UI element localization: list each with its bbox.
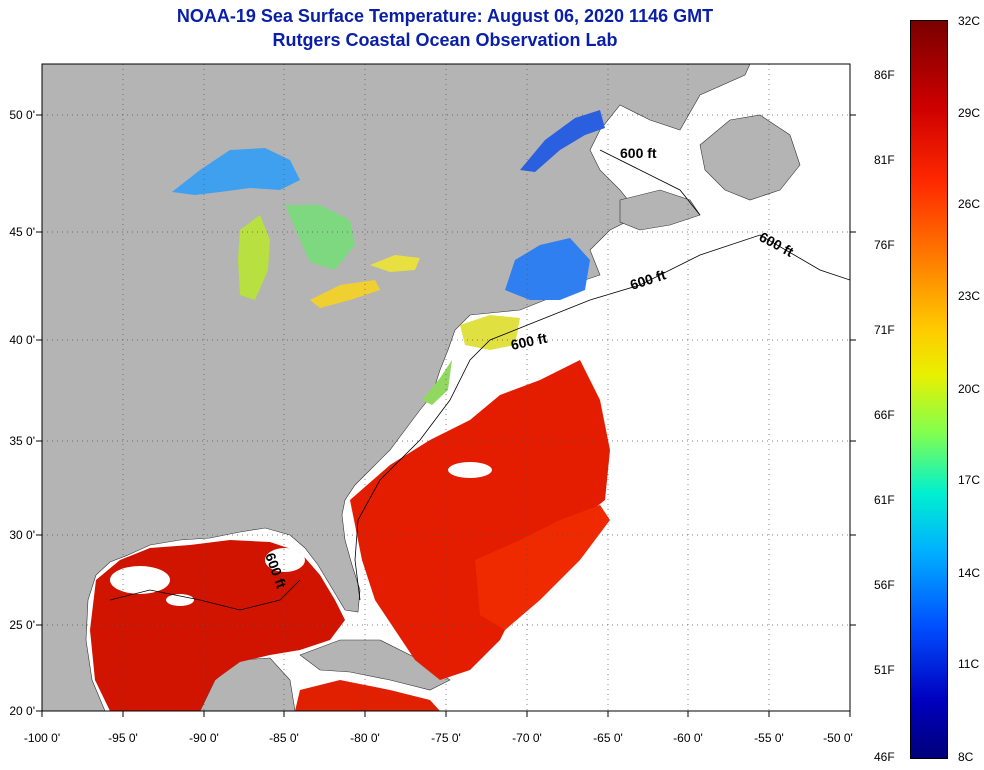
gulf-of-maine-cold bbox=[505, 238, 590, 300]
axis-ticks bbox=[36, 114, 856, 717]
lat-label: 35 0' bbox=[9, 434, 35, 448]
depth-contour-600ft bbox=[109, 579, 301, 611]
temperature-colorbar bbox=[910, 20, 948, 759]
lon-label: -90 0' bbox=[189, 731, 219, 745]
colorbar-c-label: 11C bbox=[958, 657, 980, 671]
colorbar-f-label: 66F bbox=[874, 408, 895, 422]
colorbar-c-label: 23C bbox=[958, 289, 981, 303]
cloud-gap bbox=[110, 566, 170, 594]
land-cuba bbox=[299, 639, 451, 691]
colorbar-c-label: 32C bbox=[958, 14, 981, 28]
colorbar-c-label: 29C bbox=[958, 106, 981, 120]
contour-label: 600 ft bbox=[620, 145, 657, 161]
lon-label: -100 0' bbox=[24, 731, 60, 745]
colorbar-f-label: 56F bbox=[874, 578, 895, 592]
colorbar-f-label: 51F bbox=[874, 663, 895, 677]
colorbar-c-label: 26C bbox=[958, 197, 981, 211]
colorbar-f-label: 71F bbox=[874, 323, 895, 337]
colorbar-c-label: 17C bbox=[958, 473, 981, 487]
land-newfoundland bbox=[699, 114, 801, 201]
warm-atlantic bbox=[350, 360, 610, 680]
map-title: NOAA-19 Sea Surface Temperature: August … bbox=[176, 6, 714, 26]
cloud-gap bbox=[448, 462, 492, 478]
lon-label: -55 0' bbox=[754, 731, 784, 745]
map-subtitle: Rutgers Coastal Ocean Observation Lab bbox=[272, 30, 618, 50]
cloud-gap bbox=[265, 548, 305, 572]
shelf-yellow bbox=[460, 315, 520, 350]
lake-superior bbox=[172, 148, 300, 195]
depth-contour-600ft bbox=[354, 234, 850, 601]
warm-caribbean bbox=[295, 680, 440, 711]
shelf-green bbox=[422, 360, 452, 405]
lat-label: 40 0' bbox=[9, 333, 35, 347]
land-nova-scotia bbox=[619, 189, 701, 231]
colorbar-f-label: 86F bbox=[874, 68, 895, 82]
lat-label: 50 0' bbox=[9, 108, 35, 122]
lon-label: -95 0' bbox=[108, 731, 138, 745]
lat-label: 30 0' bbox=[9, 528, 35, 542]
st-lawrence-cold bbox=[520, 110, 605, 172]
lon-label: -75 0' bbox=[431, 731, 461, 745]
land-north-america bbox=[42, 64, 751, 711]
lon-label: -50 0' bbox=[823, 731, 853, 745]
lat-label: 20 0' bbox=[9, 704, 35, 718]
lon-label: -60 0' bbox=[673, 731, 703, 745]
lake-erie bbox=[310, 280, 380, 308]
colorbar-f-label: 81F bbox=[874, 153, 895, 167]
colorbar-c-label: 14C bbox=[958, 566, 981, 580]
lake-huron bbox=[285, 205, 355, 270]
lon-label: -80 0' bbox=[350, 731, 380, 745]
lake-michigan bbox=[238, 215, 270, 300]
lat-label: 25 0' bbox=[9, 618, 35, 632]
colorbar-f-label: 46F bbox=[874, 750, 895, 764]
lon-label: -85 0' bbox=[269, 731, 299, 745]
lat-label: 45 0' bbox=[9, 225, 35, 239]
colorbar-c-label: 20C bbox=[958, 382, 981, 396]
colorbar-f-label: 61F bbox=[874, 493, 895, 507]
warm-gulf-stream bbox=[475, 505, 610, 630]
depth-contour-600ft bbox=[599, 149, 701, 216]
colorbar-c-label: 8C bbox=[958, 750, 974, 764]
colorbar-f-label: 76F bbox=[874, 238, 895, 252]
contour-label: 600 ft bbox=[509, 330, 548, 353]
lon-label: -65 0' bbox=[593, 731, 623, 745]
lake-ontario bbox=[370, 255, 420, 272]
lon-label: -70 0' bbox=[512, 731, 542, 745]
